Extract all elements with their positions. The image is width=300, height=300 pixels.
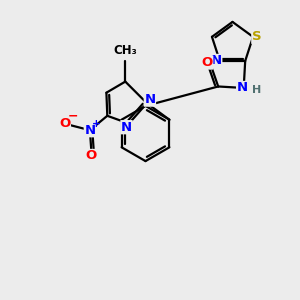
Text: O: O bbox=[59, 117, 70, 130]
Text: N: N bbox=[121, 121, 132, 134]
Text: O: O bbox=[202, 56, 213, 69]
Text: N: N bbox=[144, 93, 155, 106]
Text: S: S bbox=[252, 30, 262, 43]
Text: −: − bbox=[68, 110, 78, 123]
Text: O: O bbox=[86, 149, 97, 163]
Text: +: + bbox=[92, 118, 101, 129]
Text: N: N bbox=[237, 82, 248, 94]
Text: N: N bbox=[211, 55, 222, 68]
Text: N: N bbox=[84, 124, 95, 137]
Text: H: H bbox=[252, 85, 261, 95]
Text: CH₃: CH₃ bbox=[113, 44, 137, 57]
